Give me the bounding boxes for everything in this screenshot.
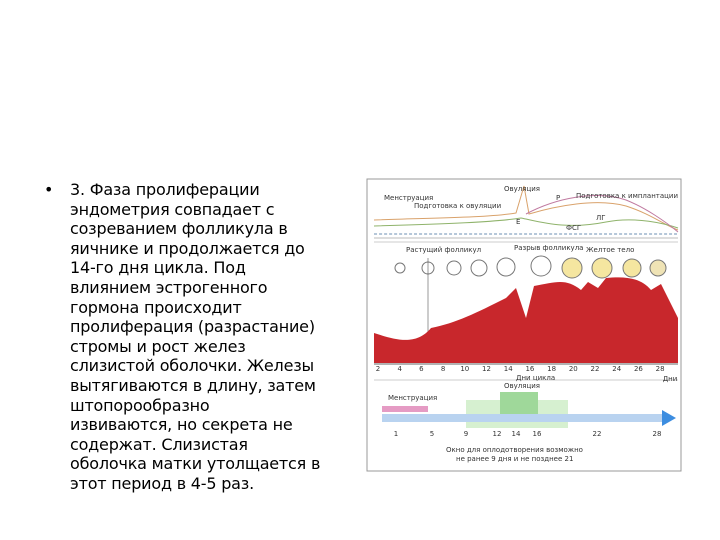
text-line: яичнике и продолжается до	[70, 238, 305, 258]
label: 4	[397, 365, 402, 373]
text-line: извиваются, но секрета не	[70, 415, 293, 435]
text-line: оболочка матки утолщается в	[70, 454, 321, 474]
label: Дни	[663, 375, 678, 383]
label: P	[556, 194, 560, 202]
label: не ранее 9 дня и не позднее 21	[456, 455, 573, 463]
label: 18	[547, 365, 556, 373]
text-line: содержат. Слизистая	[70, 434, 248, 454]
text-line: этот период в 4-5 раз.	[70, 473, 254, 493]
label: 1	[394, 430, 398, 438]
label: 14	[512, 430, 521, 438]
label: 8	[441, 365, 445, 373]
cycle-diagram: Менструация Овуляция Подготовка к овуляции…	[366, 178, 682, 472]
bullet: •	[44, 180, 54, 199]
label: 12	[493, 430, 502, 438]
label: 16	[525, 365, 534, 373]
label: 2	[376, 365, 380, 373]
label: Окно для оплодотворения возможно	[446, 446, 583, 454]
label: 12	[482, 365, 491, 373]
label: 9	[464, 430, 468, 438]
label: Менструация	[388, 394, 437, 402]
label: 22	[591, 365, 600, 373]
text-line: созреванием фолликула в	[70, 219, 288, 239]
label: ЛГ	[596, 214, 606, 222]
label: Желтое тело	[586, 246, 634, 254]
label: Дни цикла	[516, 374, 555, 382]
label: 5	[430, 430, 434, 438]
text-line: вытягиваются в длину, затем	[70, 375, 316, 395]
label: Растущий фолликул	[406, 246, 481, 254]
label: ФСГ	[566, 224, 581, 232]
label: 6	[419, 365, 424, 373]
text-line: влиянием эстрогенного	[70, 277, 268, 297]
timeline-bar	[382, 414, 662, 422]
endometrium	[374, 277, 678, 363]
text-line: 3. Фаза пролиферации	[70, 180, 260, 199]
bullet-text: 3. Фаза пролиферации эндометрия совпадает…	[70, 180, 320, 494]
label: 16	[533, 430, 542, 438]
text-line: штопорообразно	[70, 395, 210, 415]
text-line: пролиферация (разрастание)	[70, 317, 315, 337]
text-line: 14-го дня цикла. Под	[70, 258, 246, 278]
curve	[373, 217, 679, 229]
label: 22	[593, 430, 602, 438]
follicles	[394, 255, 667, 279]
label: Подготовка к имплантации	[576, 192, 678, 200]
label: 14	[504, 365, 513, 373]
label: 10	[460, 365, 469, 373]
label: 24	[612, 365, 621, 373]
menses-bar	[382, 406, 428, 412]
text-line: слизистой оболочки. Железы	[70, 356, 314, 376]
text-line: гормона происходит	[70, 297, 242, 317]
label: 26	[634, 365, 643, 373]
text-line: эндометрия совпадает с	[70, 199, 275, 219]
curve	[373, 185, 679, 231]
label: Подготовка к овуляции	[414, 202, 501, 210]
label: 28	[653, 430, 662, 438]
label: 20	[569, 365, 578, 373]
label: Менструация	[384, 194, 433, 202]
arrow	[662, 410, 676, 426]
curve	[525, 195, 679, 233]
label: Овуляция	[504, 382, 540, 390]
text-line: стромы и рост желез	[70, 336, 246, 356]
label: Разрыв фолликула	[514, 244, 583, 252]
label: Овуляция	[504, 185, 540, 193]
label: 28	[656, 365, 665, 373]
label: Е	[516, 218, 520, 226]
